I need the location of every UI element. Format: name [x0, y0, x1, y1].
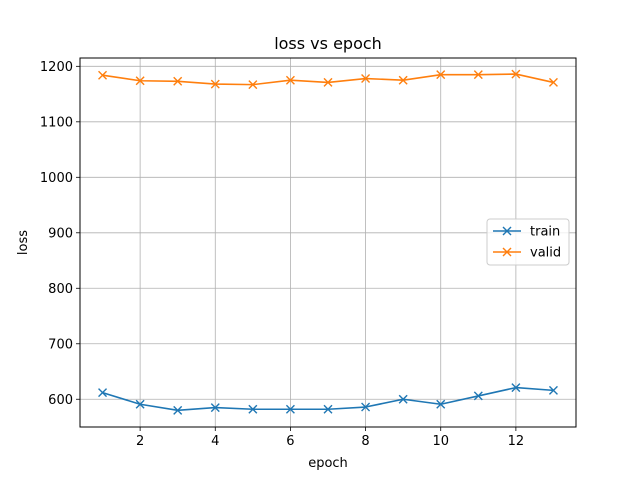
data-point-train [323, 404, 333, 414]
y-tick-label: 700 [48, 337, 73, 352]
legend-label: valid [530, 246, 561, 261]
legend-label: train [530, 225, 560, 240]
data-point-valid [511, 69, 521, 79]
x-tick-label: 10 [432, 434, 449, 449]
data-point-train [436, 399, 446, 409]
data-point-train [285, 404, 295, 414]
data-point-train [548, 385, 558, 395]
data-point-train [210, 403, 220, 413]
y-axis: 600 700 800 900 1000 1100 1200 [40, 60, 80, 408]
data-point-train [173, 405, 183, 415]
data-point-valid [473, 70, 483, 80]
y-tick-label: 1200 [40, 60, 73, 75]
data-point-train [361, 402, 371, 412]
x-tick-label: 6 [286, 434, 294, 449]
legend-item-valid: valid [493, 246, 561, 261]
x-tick-label: 8 [361, 434, 369, 449]
y-tick-label: 1100 [40, 115, 73, 130]
data-point-train [473, 391, 483, 401]
legend-marker [502, 226, 512, 236]
data-point-valid [210, 79, 220, 89]
plot-area-frame [79, 57, 577, 428]
data-point-train [135, 399, 145, 409]
x-axis-label: epoch [308, 456, 348, 471]
data-point-valid [398, 75, 408, 85]
x-axis: 2 4 6 8 10 12 [136, 427, 524, 449]
data-point-valid [361, 74, 371, 84]
y-axis-label: loss [16, 230, 31, 255]
y-tick-label: 1000 [40, 171, 73, 186]
data-point-valid [285, 75, 295, 85]
x-tick-label: 2 [136, 434, 144, 449]
data-point-train [398, 394, 408, 404]
x-tick-label: 12 [508, 434, 525, 449]
data-point-train [511, 383, 521, 393]
data-point-valid [135, 76, 145, 86]
legend: train valid [486, 218, 570, 266]
data-point-train [98, 388, 108, 398]
series-layer [98, 69, 558, 415]
data-point-valid [436, 70, 446, 80]
data-point-valid [98, 70, 108, 80]
legend-marker [502, 247, 512, 257]
data-point-train [248, 404, 258, 414]
legend-item-train: train [493, 225, 560, 240]
data-point-valid [248, 80, 258, 90]
y-tick-label: 900 [48, 226, 73, 241]
data-point-valid [173, 76, 183, 86]
x-tick-label: 4 [211, 434, 219, 449]
chart-title: loss vs epoch [274, 34, 382, 53]
data-point-valid [323, 77, 333, 87]
y-tick-label: 800 [48, 282, 73, 297]
data-point-valid [548, 77, 558, 87]
y-tick-label: 600 [48, 393, 73, 408]
